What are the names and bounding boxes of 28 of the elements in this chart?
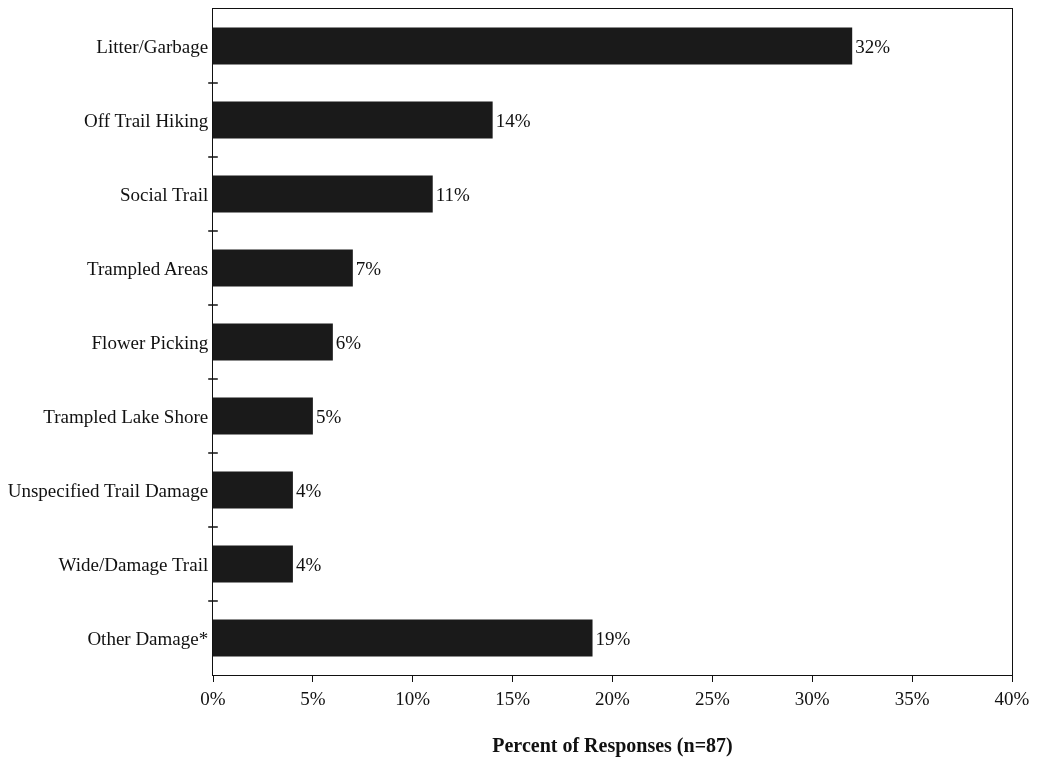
x-tick-label: 15% bbox=[495, 687, 531, 709]
y-tick-label: Trampled Areas bbox=[87, 257, 209, 279]
data-label: 4% bbox=[295, 479, 322, 501]
x-tick-label: 30% bbox=[794, 687, 830, 709]
data-label: 5% bbox=[315, 405, 342, 427]
x-tick-label: 5% bbox=[300, 687, 326, 709]
y-tick-label: Unspecified Trail Damage bbox=[7, 479, 209, 501]
x-tick-label: 25% bbox=[694, 687, 730, 709]
y-tick-label: Social Trail bbox=[120, 183, 209, 205]
y-tick-label: Flower Picking bbox=[91, 331, 209, 353]
y-tick-label: Wide/Damage Trail bbox=[58, 553, 209, 575]
x-tick-label: 40% bbox=[994, 687, 1030, 709]
y-tick-label: Trampled Lake Shore bbox=[43, 405, 209, 427]
x-tick-label: 20% bbox=[595, 687, 631, 709]
data-label: 14% bbox=[495, 109, 531, 131]
data-label: 32% bbox=[855, 35, 891, 57]
data-label: 4% bbox=[295, 553, 322, 575]
y-tick-label: Off Trail Hiking bbox=[83, 109, 209, 131]
x-tick-label: 10% bbox=[395, 687, 431, 709]
data-label: 7% bbox=[355, 257, 382, 279]
x-tick-label: 35% bbox=[894, 687, 930, 709]
y-tick-label: Litter/Garbage bbox=[96, 35, 209, 57]
x-axis-title: Percent of Responses (n=87) bbox=[492, 734, 733, 758]
data-label: 19% bbox=[595, 627, 631, 649]
x-tick-label: 0% bbox=[200, 687, 226, 709]
data-label: 11% bbox=[435, 183, 471, 205]
y-tick-label: Other Damage* bbox=[87, 627, 209, 649]
data-label: 6% bbox=[335, 331, 362, 353]
